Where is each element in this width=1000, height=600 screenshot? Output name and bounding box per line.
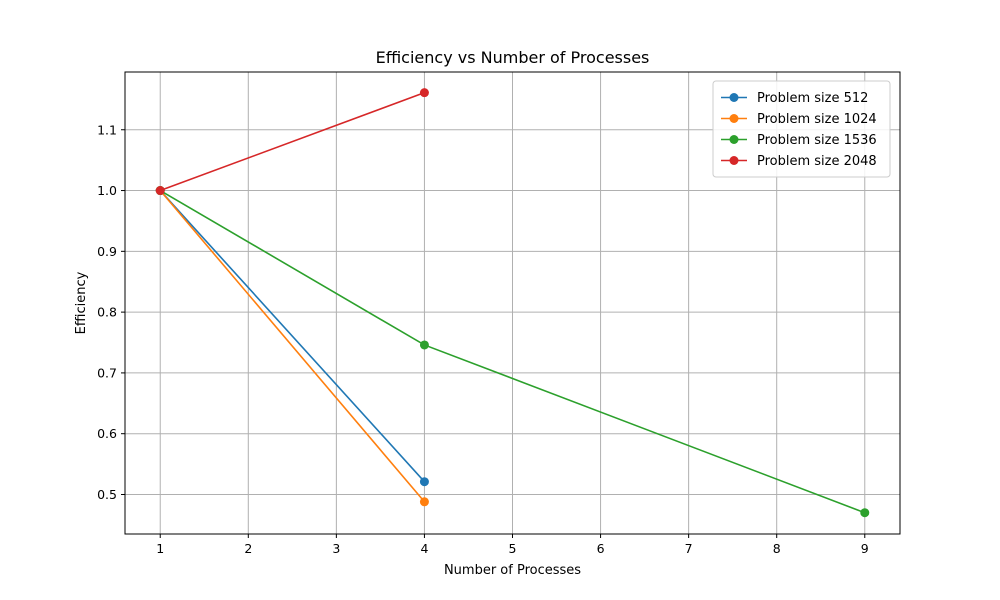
y-tick-label: 0.6 [97, 426, 117, 441]
x-axis-label: Number of Processes [444, 563, 581, 578]
series-line-problem-size-2048 [159, 91, 425, 192]
legend-swatch-marker [729, 93, 739, 102]
x-tick-label: 8 [773, 541, 781, 556]
x-tick-label: 1 [156, 541, 164, 556]
y-axis-label: Efficiency [74, 271, 89, 334]
data-point-problem-size-2048 [419, 88, 429, 98]
legend: Problem size 512 Problem size 1024 Problem… [712, 80, 891, 178]
data-point-problem-size-1024 [419, 497, 429, 507]
legend-swatch-marker [729, 114, 739, 123]
legend-swatch-marker [729, 135, 739, 144]
y-tick-label: 1.0 [97, 183, 117, 198]
data-point-problem-size-512 [419, 477, 429, 487]
legend-frame [712, 80, 891, 178]
legend-label: Problem size 512 [757, 91, 868, 106]
series-line-problem-size-512 [159, 190, 426, 483]
data-point-problem-size-1536 [860, 508, 870, 518]
grid [125, 72, 900, 534]
y-tick-label: 0.7 [97, 365, 117, 380]
chart-title: Efficiency vs Number of Processes [376, 48, 650, 67]
legend-item: Problem size 2048 [721, 154, 877, 169]
y-tick-label: 0.5 [97, 487, 117, 502]
x-tick-label: 4 [420, 541, 428, 556]
x-tick-label: 2 [244, 541, 252, 556]
legend-swatch-marker [729, 156, 739, 165]
x-axis-ticks: 1 2 3 4 5 6 7 8 9 [156, 534, 869, 556]
legend-label: Problem size 1536 [757, 133, 877, 148]
y-tick-label: 0.9 [97, 244, 117, 259]
y-axis-ticks: 0.5 0.6 0.7 0.8 0.9 1.0 1.1 [97, 122, 125, 502]
y-tick-label: 0.8 [97, 305, 117, 320]
y-tick-label: 1.1 [97, 122, 117, 137]
x-tick-label: 7 [685, 541, 693, 556]
data-point-problem-size-1536 [419, 340, 429, 350]
x-tick-label: 3 [332, 541, 340, 556]
series-line-problem-size-1024 [159, 190, 426, 503]
x-tick-label: 9 [861, 541, 869, 556]
legend-item: Problem size 1024 [721, 112, 877, 127]
x-tick-label: 6 [597, 541, 605, 556]
legend-item: Problem size 1536 [721, 133, 877, 148]
series-layer [155, 88, 870, 518]
x-tick-label: 5 [509, 541, 517, 556]
legend-label: Problem size 1024 [757, 112, 877, 127]
data-point-problem-size-2048 [155, 186, 165, 196]
legend-item: Problem size 512 [721, 91, 868, 106]
legend-label: Problem size 2048 [757, 154, 877, 169]
